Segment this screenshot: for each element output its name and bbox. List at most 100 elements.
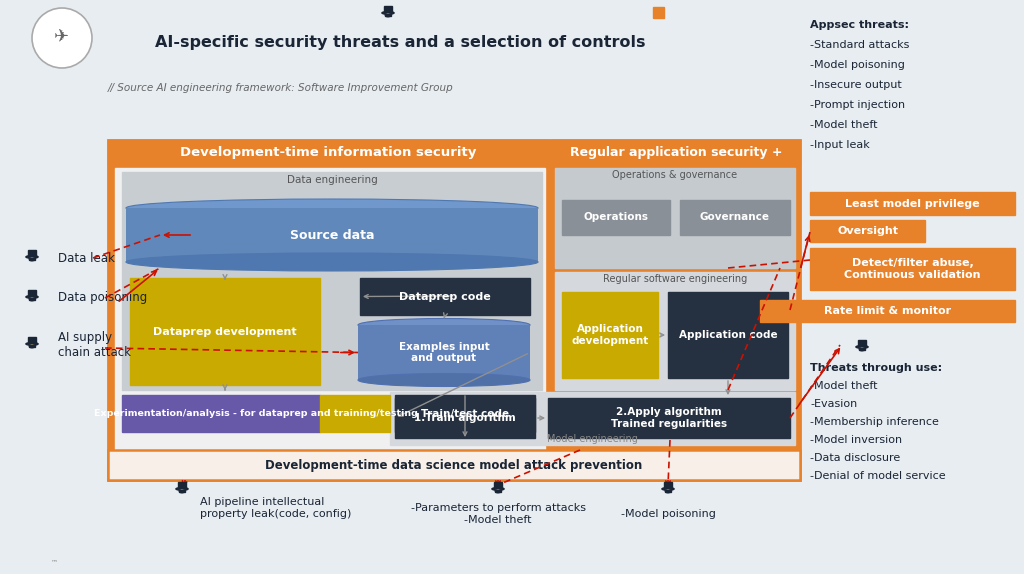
Text: 1.Train algorithm: 1.Train algorithm (414, 413, 516, 423)
Text: Threats through use:: Threats through use: (810, 363, 942, 373)
Bar (810, 192, 1015, 215)
Text: Data leak: Data leak (58, 251, 115, 265)
Text: Governance: Governance (700, 212, 770, 223)
Bar (108, 140, 548, 165)
Text: Application code: Application code (679, 330, 777, 340)
FancyBboxPatch shape (178, 482, 185, 489)
Text: Examples input
and output: Examples input and output (398, 342, 489, 363)
Bar (108, 450, 800, 480)
Text: ™: ™ (51, 560, 58, 565)
Bar (555, 272, 795, 390)
Bar (562, 200, 670, 235)
Text: AI pipeline intellectual
property leak(code, config): AI pipeline intellectual property leak(c… (200, 497, 351, 519)
Bar (385, 14, 391, 15)
Bar (810, 248, 1015, 290)
Bar (319, 395, 390, 432)
Bar (495, 490, 501, 491)
Text: -Insecure output: -Insecure output (810, 80, 902, 90)
Ellipse shape (29, 257, 35, 261)
Text: Dataprep development: Dataprep development (154, 327, 297, 336)
Bar (395, 398, 535, 438)
Text: AI supply
chain attack: AI supply chain attack (58, 331, 131, 359)
Bar (810, 220, 925, 242)
Text: Detect/filter abuse,
Continuous validation: Detect/filter abuse, Continuous validati… (844, 258, 981, 280)
Text: -Denial of model service: -Denial of model service (810, 471, 945, 481)
Bar (358, 325, 530, 380)
Ellipse shape (358, 319, 530, 332)
Ellipse shape (492, 487, 504, 490)
Text: -Data disclosure: -Data disclosure (810, 453, 900, 463)
Text: Source data: Source data (290, 228, 374, 242)
Text: Regular application security +: Regular application security + (569, 146, 782, 159)
Ellipse shape (859, 347, 865, 351)
Bar (653, 7, 664, 18)
FancyBboxPatch shape (384, 6, 392, 13)
Text: Operations & governance: Operations & governance (612, 170, 737, 180)
FancyBboxPatch shape (858, 340, 865, 347)
Bar (760, 300, 1015, 322)
Bar (115, 168, 545, 450)
Text: Least model privilege: Least model privilege (845, 199, 980, 208)
Ellipse shape (358, 374, 530, 386)
Text: Train/test code: Train/test code (421, 409, 509, 418)
Ellipse shape (29, 344, 35, 348)
Text: -Model theft: -Model theft (810, 120, 878, 130)
Text: AI-specific security threats and a selection of controls: AI-specific security threats and a selec… (155, 34, 645, 49)
Text: Appsec threats:: Appsec threats: (810, 20, 909, 30)
Bar (108, 140, 800, 480)
Text: // Source AI engineering framework: Software Improvement Group: // Source AI engineering framework: Soft… (108, 83, 454, 93)
Bar (665, 490, 671, 491)
Text: Regular software engineering: Regular software engineering (603, 274, 748, 284)
Ellipse shape (385, 13, 391, 17)
Text: -Model theft: -Model theft (810, 381, 878, 391)
Text: Operations: Operations (584, 212, 648, 223)
Text: Oversight: Oversight (837, 226, 898, 236)
Bar (562, 292, 658, 378)
Text: -Model poisoning: -Model poisoning (621, 509, 716, 519)
Bar (548, 398, 790, 438)
FancyBboxPatch shape (29, 337, 36, 344)
Bar (395, 395, 535, 432)
Text: -Evasion: -Evasion (810, 399, 857, 409)
Bar (859, 348, 865, 350)
Text: Data poisoning: Data poisoning (58, 292, 147, 304)
FancyBboxPatch shape (495, 482, 502, 489)
Text: -Prompt injection: -Prompt injection (810, 100, 905, 110)
Ellipse shape (176, 487, 188, 490)
Text: Data engineering: Data engineering (287, 175, 378, 185)
Bar (29, 258, 35, 259)
Ellipse shape (662, 487, 674, 490)
Text: -Standard attacks: -Standard attacks (810, 40, 909, 50)
FancyBboxPatch shape (29, 290, 36, 297)
Text: -Parameters to perform attacks
-Model theft: -Parameters to perform attacks -Model th… (411, 503, 586, 525)
Ellipse shape (495, 489, 501, 493)
Ellipse shape (665, 489, 671, 493)
Text: Rate limit & monitor: Rate limit & monitor (824, 306, 951, 316)
Ellipse shape (126, 253, 538, 271)
Bar (29, 298, 35, 300)
Text: Development-time data science model attack prevention: Development-time data science model atta… (265, 459, 643, 471)
Bar (29, 346, 35, 347)
Text: -Model poisoning: -Model poisoning (810, 60, 905, 70)
Bar (390, 392, 795, 445)
Text: -Input leak: -Input leak (810, 140, 869, 150)
FancyBboxPatch shape (665, 482, 672, 489)
Bar (552, 140, 800, 165)
Ellipse shape (856, 346, 868, 348)
Bar (668, 292, 788, 378)
Bar (122, 172, 542, 390)
Ellipse shape (26, 255, 38, 258)
Bar (126, 208, 538, 262)
Ellipse shape (26, 296, 38, 298)
FancyBboxPatch shape (29, 250, 36, 257)
Text: Model engineering: Model engineering (547, 434, 638, 444)
Text: -Model inversion: -Model inversion (810, 435, 902, 445)
Bar (360, 278, 530, 315)
Text: ✈: ✈ (54, 29, 70, 47)
Text: Development-time information security: Development-time information security (180, 146, 476, 159)
Bar (179, 490, 185, 491)
Bar (680, 200, 790, 235)
Text: Experimentation/analysis - for dataprep and training/testing: Experimentation/analysis - for dataprep … (94, 409, 418, 418)
Circle shape (32, 8, 92, 68)
Ellipse shape (26, 343, 38, 346)
